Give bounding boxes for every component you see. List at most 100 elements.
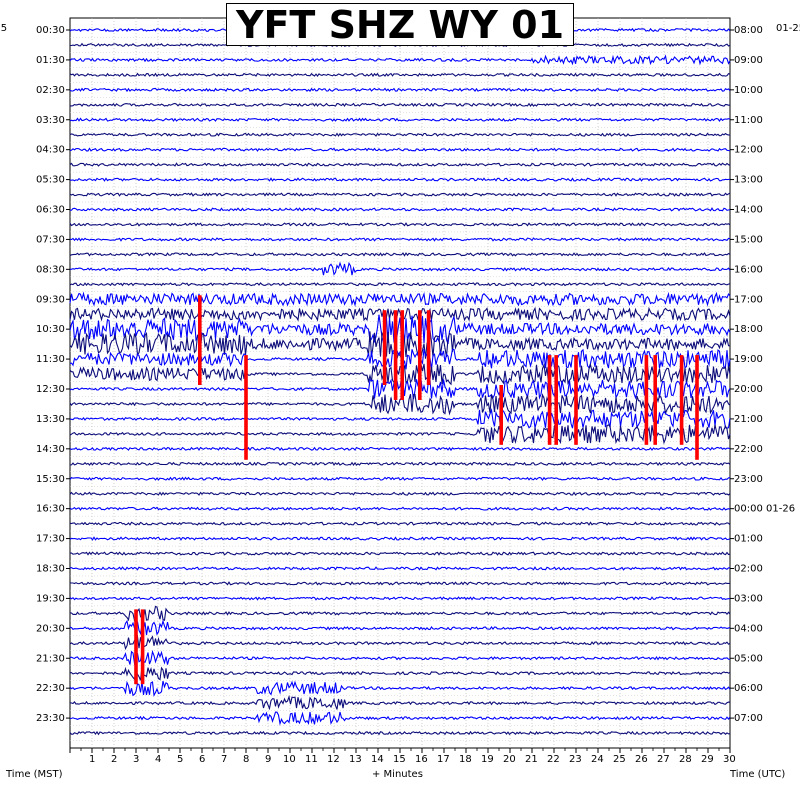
left-time-label: 09:30 bbox=[36, 294, 65, 305]
right-time-label: 11:00 bbox=[734, 115, 763, 126]
tick-layer: 1 2 3 4 5 6 7 8 9 10 11 12 13 14 15 16 17 18 19 20 21 22 23 24 2… bbox=[69, 748, 736, 765]
right-time-label: 16:00 bbox=[734, 264, 763, 275]
right-time-label: 13:00 bbox=[734, 175, 763, 186]
seismic-trace bbox=[70, 102, 730, 108]
seismic-trace bbox=[69, 377, 731, 400]
x-tick-label: 25 bbox=[613, 754, 626, 765]
left-time-label: 19:30 bbox=[36, 593, 65, 604]
clipped-signal bbox=[679, 355, 684, 445]
left-time-label: 04:30 bbox=[36, 145, 65, 156]
clipped-signal bbox=[418, 310, 422, 400]
left-time-label: 21:30 bbox=[36, 653, 65, 664]
left-time-label: 01:30 bbox=[36, 55, 65, 66]
right-time-label: 18:00 bbox=[734, 324, 763, 335]
seismic-trace bbox=[69, 117, 731, 122]
x-tick-label: 18 bbox=[459, 754, 472, 765]
right-time-label: 01:00 bbox=[734, 534, 763, 545]
seismic-trace bbox=[69, 252, 731, 257]
seismic-trace bbox=[69, 446, 731, 452]
grid-layer bbox=[70, 18, 730, 748]
seismic-trace bbox=[69, 649, 731, 666]
right-time-label: 08:00 bbox=[734, 25, 763, 36]
seismic-trace bbox=[69, 147, 731, 152]
x-tick-label: 5 bbox=[177, 754, 183, 765]
x-tick-label: 28 bbox=[679, 754, 692, 765]
seismic-trace bbox=[69, 314, 731, 345]
seismic-trace bbox=[69, 476, 731, 481]
right-time-labels: 08:00 09:00 10:00 11:00 12:00 13:00 14:00 15:00… bbox=[730, 25, 795, 724]
x-tick-label: 9 bbox=[265, 754, 271, 765]
x-tick-label: 13 bbox=[349, 754, 362, 765]
x-tick-label: 15 bbox=[393, 754, 406, 765]
left-time-label: 07:30 bbox=[36, 234, 65, 245]
seismic-trace bbox=[69, 461, 731, 467]
clipped-signal bbox=[400, 310, 404, 400]
x-tick-label: 21 bbox=[525, 754, 538, 765]
left-time-label: 06:30 bbox=[36, 205, 65, 216]
right-time-label: 06:00 bbox=[734, 683, 763, 694]
clipped-signal bbox=[574, 355, 578, 445]
seismic-trace bbox=[70, 207, 731, 212]
clipped-signal bbox=[426, 310, 431, 385]
plot-background bbox=[69, 17, 731, 749]
seismic-trace bbox=[69, 192, 731, 197]
right-time-label: 15:00 bbox=[734, 234, 763, 245]
clipped-signal bbox=[382, 310, 387, 385]
right-time-label: 09:00 bbox=[734, 55, 763, 66]
x-tick-label: 3 bbox=[133, 754, 139, 765]
seismic-trace bbox=[69, 566, 731, 571]
left-time-label: 13:30 bbox=[36, 414, 65, 425]
x-tick-label: 17 bbox=[437, 754, 450, 765]
seismic-trace bbox=[69, 596, 731, 601]
seismic-trace bbox=[69, 54, 731, 66]
right-time-label: 12:00 bbox=[734, 145, 763, 156]
chart-title: YFT SHZ WY 01 bbox=[226, 3, 574, 47]
seismic-trace bbox=[69, 605, 731, 622]
right-time-label: 19:00 bbox=[734, 354, 763, 365]
right-time-label: 05:00 bbox=[734, 653, 763, 664]
left-time-label: 23:30 bbox=[36, 713, 65, 724]
left-time-label: 15:30 bbox=[36, 474, 65, 485]
seismic-trace bbox=[69, 306, 731, 323]
seismic-trace bbox=[69, 730, 730, 736]
right-time-label: 02:00 bbox=[734, 564, 763, 575]
clipped-signal bbox=[244, 355, 248, 460]
right-time-label: 00:00 01-26 bbox=[734, 504, 795, 515]
left-time-label: 03:30 bbox=[36, 115, 65, 126]
x-tick-label: 19 bbox=[481, 754, 494, 765]
left-time-label: 12:30 bbox=[36, 384, 65, 395]
left-time-label: 16:30 bbox=[36, 504, 65, 515]
x-tick-label: 29 bbox=[701, 754, 714, 765]
x-tick-label: 20 bbox=[503, 754, 516, 765]
clipped-signal bbox=[554, 355, 558, 445]
left-time-label: 05:30 bbox=[36, 175, 65, 186]
left-time-label: 00:30 bbox=[36, 25, 65, 36]
seismic-trace bbox=[69, 237, 731, 242]
seismic-trace bbox=[69, 72, 731, 78]
right-time-label: 10:00 bbox=[734, 85, 763, 96]
seismic-trace bbox=[69, 363, 731, 386]
seismic-trace bbox=[69, 132, 731, 137]
clipped-signal bbox=[644, 355, 649, 445]
seismic-trace bbox=[69, 694, 731, 711]
x-tick-label: 14 bbox=[371, 754, 384, 765]
x-tick-label: 24 bbox=[591, 754, 604, 765]
left-time-label: 20:30 bbox=[36, 623, 65, 634]
clip-layer bbox=[134, 295, 699, 685]
seismic-trace bbox=[69, 521, 731, 526]
seismic-trace bbox=[69, 330, 731, 360]
left-time-label: 08:30 bbox=[36, 264, 65, 275]
clipped-signal bbox=[547, 355, 552, 445]
x-tick-label: 1 bbox=[89, 754, 95, 765]
x-tick-label: 30 bbox=[723, 754, 736, 765]
seismic-trace bbox=[69, 291, 731, 307]
right-time-label: 22:00 bbox=[734, 444, 763, 455]
seismic-trace bbox=[69, 491, 731, 496]
x-tick-label: 22 bbox=[547, 754, 560, 765]
seismic-trace bbox=[69, 506, 731, 511]
y-axis-left-label: Time (MST) bbox=[5, 769, 63, 780]
date-left: 01-25 bbox=[0, 23, 7, 34]
x-tick-label: 6 bbox=[199, 754, 205, 765]
right-time-label: 03:00 bbox=[734, 593, 763, 604]
left-time-labels: 00:30 01:30 02:30 03:30 04:30 05:30 06:30 07:30… bbox=[36, 25, 70, 724]
